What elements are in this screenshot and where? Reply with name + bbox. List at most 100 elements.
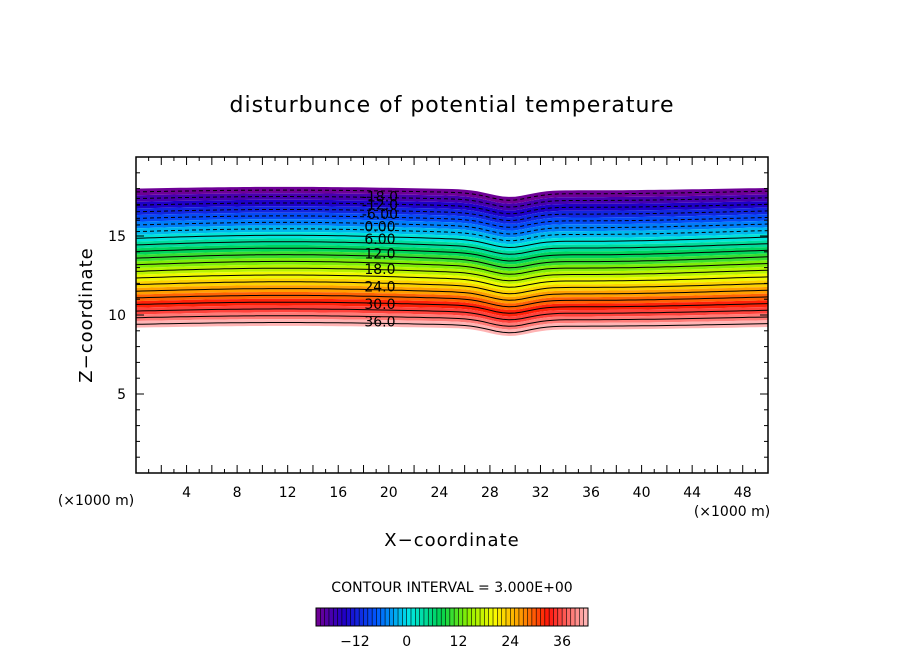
contour-line [136, 315, 768, 327]
colorbar-tick-label: 24 [501, 634, 519, 650]
contour-line [136, 196, 768, 208]
contour-band [136, 251, 768, 271]
chart-title: disturbunce of potential temperature [230, 93, 675, 118]
x-tick-label: 4 [182, 485, 191, 501]
colorbar-cell [583, 608, 589, 626]
colorbar-cell [579, 608, 584, 626]
x-tick-labels: 4 8 12 16 20 24 28 32 36 40 44 48 [182, 485, 752, 501]
x-tick-label: 8 [233, 485, 242, 501]
contour-band [136, 319, 768, 336]
contour-band [136, 186, 768, 204]
colorbar-cell [575, 608, 580, 626]
colorbar-cell [354, 608, 360, 626]
contour-band [136, 232, 768, 251]
colorbar-cell [350, 608, 356, 626]
contour-interval-label: CONTOUR INTERVAL = 3.000E+00 [331, 580, 572, 596]
contour-band [136, 206, 768, 224]
colorbar [315, 607, 589, 627]
contour-band [136, 305, 768, 323]
colorbar-cell [493, 608, 498, 626]
contour-label: -6.00 [362, 207, 398, 223]
colorbar-cell [488, 608, 494, 626]
x-tick-label: 40 [633, 485, 651, 501]
contour-label: 6.00 [364, 232, 395, 248]
y-tick-labels: 5 10 15 [108, 229, 126, 403]
contour-line [136, 228, 768, 242]
colorbar-tick-label: 0 [402, 634, 411, 650]
colorbar-cell [341, 608, 347, 626]
x-tick-label: 20 [380, 485, 398, 501]
colorbar-tick-label: 12 [450, 634, 468, 650]
y-tick-label: 10 [108, 308, 126, 324]
contour-band [136, 278, 768, 297]
contour-line [136, 274, 768, 288]
contour-label: 30.0 [364, 297, 395, 313]
contour-line [136, 322, 768, 334]
colorbar-cell [480, 608, 485, 626]
colorbar-cell [423, 608, 429, 626]
x-tick-label: 32 [532, 485, 550, 501]
contour-band [136, 298, 768, 317]
colorbar-cell [316, 608, 321, 626]
colorbar-cell [436, 608, 442, 626]
contour-line [136, 189, 768, 201]
x-axis-label: X−coordinate [384, 530, 519, 551]
contour-band [136, 219, 768, 238]
contour-line [136, 247, 768, 262]
x-tick-label: 36 [582, 485, 600, 501]
contour-line [136, 260, 768, 275]
colorbar-cell [553, 608, 559, 626]
colorbar-cell [549, 608, 554, 626]
colorbar-cell [527, 608, 533, 626]
contour-line [136, 215, 768, 228]
contour-band [136, 312, 768, 330]
contour-line [136, 267, 768, 282]
colorbar-cell [462, 608, 468, 626]
contour-band [136, 264, 768, 284]
contour-band [136, 212, 768, 231]
contour-line [136, 234, 768, 249]
colorbar-cell [540, 608, 546, 626]
x-unit-label: (×1000 m) [694, 504, 770, 520]
contour-band [136, 225, 768, 245]
x-tick-label: 24 [430, 485, 448, 501]
contour-label: 36.0 [364, 314, 395, 330]
colorbar-cell [415, 608, 420, 626]
contour-band [136, 238, 768, 258]
colorbar-cell [562, 608, 567, 626]
colorbar-cell [467, 608, 472, 626]
contour-band [136, 193, 768, 211]
colorbar-cell [458, 608, 464, 626]
colorbar-cell [419, 608, 425, 626]
contour-label: 24.0 [364, 280, 395, 296]
colorbar-cell [518, 608, 524, 626]
colorbar-cell [324, 608, 330, 626]
colorbar-cell [544, 608, 550, 626]
colorbar-cell [497, 608, 502, 626]
colorbar-cell [441, 608, 446, 626]
colorbar-cell [501, 608, 507, 626]
colorbar-cell [531, 608, 537, 626]
colorbar-cell [523, 608, 528, 626]
contour-lines [136, 189, 768, 334]
contour-line [136, 288, 768, 301]
colorbar-cell [428, 608, 433, 626]
colorbar-cell [410, 608, 416, 626]
contour-line [136, 202, 768, 215]
contour-line [136, 301, 768, 314]
contour-label: -12.0 [362, 197, 398, 213]
colorbar-cell [337, 608, 343, 626]
y-unit-label: (×1000 m) [58, 493, 134, 509]
axis-ticks [136, 157, 768, 473]
contour-line [136, 308, 768, 321]
x-tick-label: 16 [329, 485, 347, 501]
contour-label: 0.00 [364, 220, 395, 236]
colorbar-cell [346, 608, 351, 626]
colorbar-cell [510, 608, 515, 626]
colorbar-cell [398, 608, 403, 626]
colorbar-tick-label: −12 [340, 634, 370, 650]
colorbar-cell [445, 608, 451, 626]
colorbar-tick-labels: −12 0 12 24 36 [340, 634, 571, 650]
colorbar-cell [328, 608, 334, 626]
